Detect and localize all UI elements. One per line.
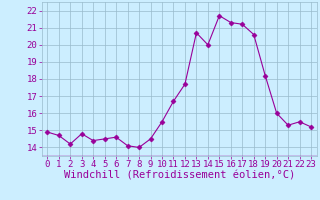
X-axis label: Windchill (Refroidissement éolien,°C): Windchill (Refroidissement éolien,°C) bbox=[64, 171, 295, 181]
